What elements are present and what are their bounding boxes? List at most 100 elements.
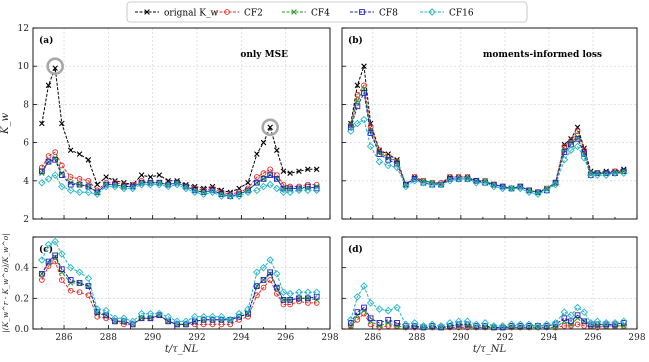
data-point-cf16 [620,317,628,326]
data-point-orig [354,82,361,89]
data-point-cf4 [354,97,361,104]
data-point-cf8 [574,312,581,319]
y-tick-label: 12 [18,24,29,34]
data-point-cf2 [85,292,92,299]
data-point-cf16 [304,288,312,296]
data-point-cf8 [543,323,550,329]
data-point-cf4 [52,155,58,161]
data-point-cf8 [58,266,65,273]
data-point-cf16 [155,180,164,189]
data-point-cf2 [260,284,267,291]
data-point-cf16 [567,311,575,319]
data-point-cf8 [280,185,287,192]
data-point-cf2 [574,321,581,328]
axes-frame [341,236,638,330]
data-point-cf4 [39,271,45,277]
data-point-cf8 [147,179,154,186]
data-point-orig [260,139,267,146]
data-point-cf4 [552,324,559,331]
legend-marker [224,9,230,15]
data-point-cf16 [393,163,401,172]
legend-entry-orig: orignal K_w [135,9,218,19]
y-tick-label: 6 [23,139,29,149]
data-point-cf16 [58,250,66,258]
data-point-orig [94,181,101,188]
data-point-cf16 [93,190,102,198]
series-cf8 [347,304,627,331]
data-point-cf2 [561,143,568,150]
data-point-cf8 [455,176,462,182]
data-point-cf8 [45,258,52,265]
data-point-cf16 [146,309,155,318]
data-point-cf16 [164,182,172,191]
data-point-cf16 [51,237,59,246]
data-point-cf8 [438,324,444,331]
panel-tag: (a) [39,35,53,46]
data-point-cf16 [534,190,542,198]
data-point-cf16 [402,320,410,329]
data-point-cf16 [128,184,137,193]
data-point-cf16 [182,184,190,193]
data-point-cf2 [58,277,65,283]
data-point-cf2 [574,128,581,134]
data-point-cf8 [138,315,145,322]
data-point-cf16 [111,314,119,323]
series-line-cf8 [350,306,624,329]
data-point-cf16 [384,306,392,315]
data-point-cf2 [52,149,59,156]
data-point-cf16 [611,169,619,177]
data-point-cf4 [183,183,189,190]
highlight-circle [46,57,64,75]
data-point-cf16 [437,322,445,330]
data-point-cf8 [508,185,515,192]
x-tick-label: 286 [364,333,381,343]
data-point-cf16 [410,177,419,185]
data-point-cf8 [165,318,172,325]
data-point-cf8 [121,183,127,190]
series-line-cf2 [41,151,317,195]
data-point-cf16 [66,263,75,272]
data-point-cf8 [354,103,361,110]
data-point-cf8 [385,316,392,323]
data-point-cf4 [267,271,273,277]
data-point-cf16 [226,192,235,200]
data-point-cf16 [551,319,560,327]
data-point-cf16 [137,180,146,189]
data-point-orig [138,172,145,178]
data-point-cf16 [191,312,199,321]
highlight-circle [261,118,279,137]
x-axis-label: t/τ_NL [165,344,199,355]
data-point-cf8 [254,283,260,289]
data-point-cf8 [347,320,354,326]
data-point-cf16 [273,270,281,278]
panel-b: (b) moments-informed loss [341,27,638,220]
data-point-cf8 [39,270,45,277]
data-point-cf16 [384,161,392,170]
x-tick-label: 296 [277,333,294,343]
data-point-cf4 [568,139,574,146]
legend-marker [359,9,365,15]
data-point-cf16 [463,317,472,326]
data-point-cf2 [39,277,45,283]
data-point-cf16 [573,142,582,151]
data-point-cf8 [376,320,383,326]
data-point-cf16 [182,317,190,326]
data-point-orig [52,65,58,71]
data-point-cf2 [260,170,267,177]
data-point-cf16 [273,184,281,193]
data-point-cf8 [354,309,361,315]
data-point-cf16 [525,320,533,329]
data-point-cf16 [217,312,226,321]
data-point-cf16 [490,322,498,330]
data-point-cf16 [208,312,217,321]
data-point-cf8 [552,321,559,328]
data-point-cf16 [560,156,569,164]
panel-tag: (d) [348,244,363,255]
data-point-cf16 [580,308,588,316]
data-point-cf4 [568,321,574,328]
x-tick-label: 288 [408,333,425,343]
data-point-cf8 [361,304,367,311]
data-point-cf2 [45,153,52,159]
data-point-orig [274,147,280,154]
data-point-cf16 [312,288,321,296]
